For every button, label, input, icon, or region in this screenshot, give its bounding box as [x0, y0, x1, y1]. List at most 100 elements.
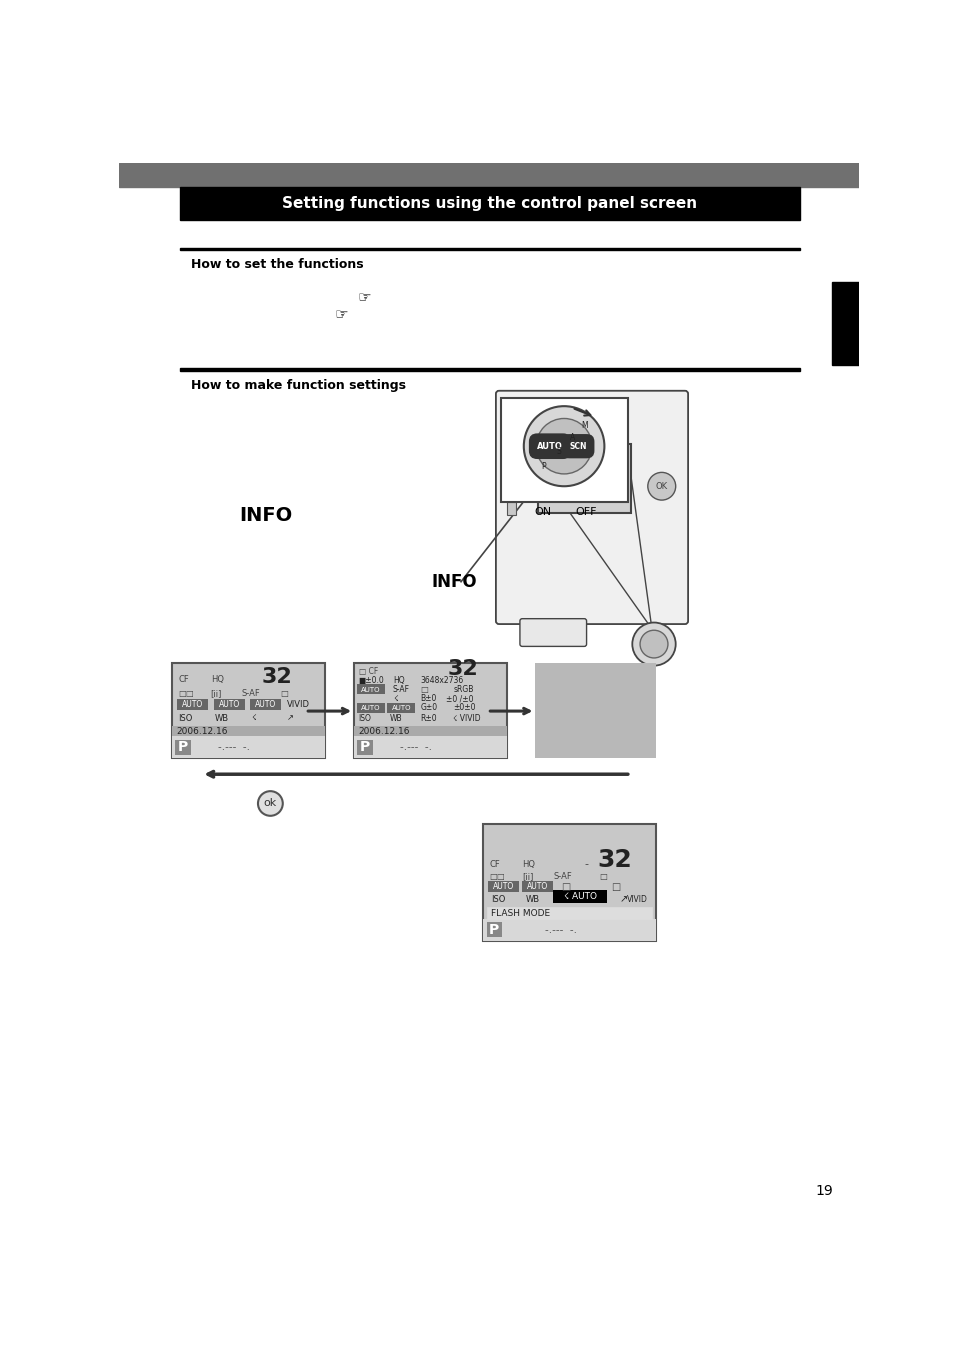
Text: AUTO: AUTO — [537, 441, 562, 451]
Text: □□: □□ — [178, 689, 193, 697]
Text: OFF: OFF — [575, 506, 596, 517]
Bar — [535, 664, 655, 759]
Bar — [553, 890, 607, 902]
Bar — [179, 247, 799, 250]
Text: AUTO: AUTO — [493, 882, 514, 892]
Text: □: □ — [280, 689, 288, 697]
Text: AUTO: AUTO — [218, 700, 239, 708]
Text: □ CF: □ CF — [358, 666, 377, 676]
Text: How to make function settings: How to make function settings — [191, 379, 405, 392]
Text: S: S — [556, 448, 560, 456]
Text: □□: □□ — [489, 873, 505, 881]
Text: □: □ — [420, 685, 428, 693]
Text: ISO: ISO — [358, 714, 372, 723]
Bar — [356, 740, 373, 754]
Bar — [486, 908, 652, 919]
Text: □: □ — [560, 882, 570, 892]
Text: S-AF: S-AF — [553, 873, 572, 881]
FancyBboxPatch shape — [519, 619, 586, 646]
Text: [ii]: [ii] — [211, 689, 222, 697]
Text: ↗: ↗ — [618, 894, 626, 905]
Text: ISO: ISO — [178, 714, 193, 722]
Text: 32: 32 — [261, 668, 292, 687]
Text: AUTO: AUTO — [182, 700, 203, 708]
Bar — [172, 737, 324, 759]
Text: CF: CF — [489, 860, 500, 868]
Text: 2006.12.16: 2006.12.16 — [358, 726, 410, 735]
Text: M: M — [581, 421, 588, 430]
Text: VIVID: VIVID — [286, 700, 310, 708]
Bar — [250, 699, 281, 710]
Text: 19: 19 — [815, 1183, 833, 1198]
Bar — [483, 824, 655, 940]
Bar — [354, 726, 506, 737]
Bar — [179, 187, 799, 220]
Text: FLASH MODE: FLASH MODE — [491, 909, 550, 919]
Text: HQ: HQ — [211, 674, 223, 684]
Text: A: A — [569, 433, 575, 442]
Circle shape — [647, 472, 675, 501]
Bar — [537, 444, 630, 513]
Text: INFO: INFO — [431, 573, 476, 590]
Bar — [119, 163, 858, 187]
Circle shape — [632, 623, 675, 666]
Bar — [506, 456, 516, 468]
Text: P: P — [540, 463, 545, 471]
Text: Setting functions using the control panel screen: Setting functions using the control pane… — [282, 197, 697, 212]
Text: ☇ VIVID: ☇ VIVID — [453, 714, 480, 723]
Text: B±0: B±0 — [420, 695, 436, 703]
Text: -.---  -.: -.--- -. — [544, 924, 577, 935]
Circle shape — [639, 630, 667, 658]
Circle shape — [505, 415, 523, 434]
Text: G±0: G±0 — [420, 703, 437, 712]
Bar — [483, 919, 655, 940]
Bar — [356, 703, 385, 712]
Text: P: P — [489, 923, 499, 936]
Bar — [172, 664, 324, 759]
Text: [ii]: [ii] — [521, 873, 533, 881]
Bar — [356, 684, 385, 695]
Text: OK: OK — [655, 482, 667, 491]
Text: 3648x2736: 3648x2736 — [420, 676, 463, 685]
Bar — [174, 740, 191, 754]
Text: ☞: ☞ — [357, 290, 371, 305]
Bar — [486, 921, 501, 938]
Text: AUTO: AUTO — [361, 687, 380, 692]
Text: P: P — [177, 741, 188, 754]
Text: -.---  -.: -.--- -. — [399, 742, 432, 752]
Bar — [521, 881, 553, 892]
Text: ☇: ☇ — [393, 695, 397, 703]
Text: ■±0.0: ■±0.0 — [358, 676, 384, 685]
Circle shape — [536, 418, 592, 474]
Text: ☇: ☇ — [251, 714, 255, 722]
Bar — [354, 737, 506, 759]
Text: ☞: ☞ — [335, 308, 348, 323]
Text: AUTO: AUTO — [391, 706, 411, 711]
Text: VIVID: VIVID — [626, 896, 647, 904]
Text: -.---  -.: -.--- -. — [217, 742, 250, 752]
Text: AUTO: AUTO — [361, 706, 380, 711]
Text: -: - — [583, 859, 588, 870]
Text: ↗: ↗ — [286, 714, 294, 722]
Text: R±0: R±0 — [420, 714, 436, 723]
Text: AUTO: AUTO — [527, 882, 548, 892]
Bar — [500, 399, 628, 502]
Bar — [172, 726, 324, 737]
Bar — [354, 664, 506, 759]
Text: HQ: HQ — [393, 676, 404, 685]
Text: WB: WB — [525, 896, 539, 904]
Circle shape — [523, 406, 604, 486]
Text: ±0 /±0: ±0 /±0 — [445, 695, 473, 703]
Text: ISO: ISO — [491, 896, 505, 904]
Text: S-AF: S-AF — [241, 689, 260, 697]
Bar — [179, 369, 799, 370]
Text: P: P — [359, 741, 370, 754]
Text: ON: ON — [534, 506, 551, 517]
Bar — [177, 699, 208, 710]
Text: SCN: SCN — [569, 441, 586, 451]
Text: 32: 32 — [447, 658, 477, 678]
Bar — [213, 699, 245, 710]
Text: 32: 32 — [598, 848, 632, 873]
Text: S-AF: S-AF — [393, 685, 410, 693]
Bar — [488, 881, 518, 892]
